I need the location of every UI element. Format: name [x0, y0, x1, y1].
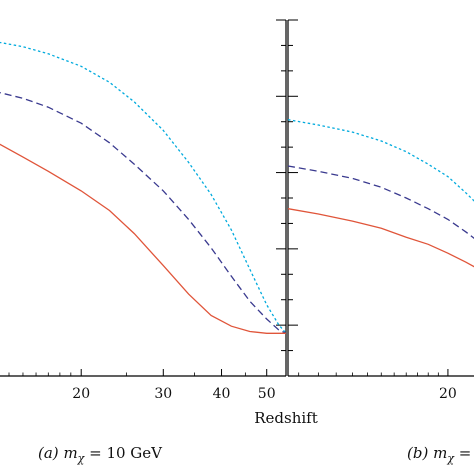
- x-axis-title: Redshift: [254, 409, 318, 427]
- panel-a-caption-math: m: [63, 444, 77, 462]
- panel-a-caption-sub: χ: [77, 452, 86, 465]
- panel-a-series-3-line: [0, 143, 286, 334]
- panel-b-caption-sub: χ: [446, 452, 455, 465]
- panel-a-series-1-line: [0, 41, 287, 334]
- panel-a-caption-label: (a): [38, 444, 59, 462]
- panel-a: 20 30 40 50 Redshift (a) mχ = 10 GeV: [0, 19, 318, 465]
- panel-b-series: [287, 119, 474, 268]
- panel-a-x-tick-label: 50: [258, 386, 276, 402]
- panel-b-series-1-line: [287, 119, 474, 202]
- panel-a-x-tick-label: 40: [213, 386, 231, 402]
- panel-a-series: [0, 41, 287, 334]
- panel-a-x-tick-label: 20: [72, 386, 90, 402]
- panel-b-x-tick-label: 20: [439, 386, 457, 402]
- panel-a-caption-rest: = 10 GeV: [84, 444, 163, 462]
- panel-b-x-ticks: 20: [298, 369, 457, 402]
- panel-a-axes: [0, 19, 287, 377]
- panel-b-axes: [287, 19, 474, 377]
- panel-b-series-3-line: [287, 208, 474, 268]
- panel-b: 20 (b) mχ =: [287, 19, 474, 465]
- panel-a-caption: (a) mχ = 10 GeV: [38, 444, 163, 465]
- panel-a-x-ticks: 20 30 40 50: [8, 369, 287, 402]
- panel-b-caption-math: m: [433, 444, 447, 462]
- panel-b-series-2-line: [287, 165, 474, 239]
- panel-b-caption: (b) mχ =: [407, 444, 471, 465]
- panel-a-series-2-line: [0, 91, 287, 334]
- panel-b-caption-rest: =: [454, 444, 471, 462]
- panel-a-x-tick-label: 30: [154, 386, 172, 402]
- panel-b-caption-label: (b): [407, 444, 428, 462]
